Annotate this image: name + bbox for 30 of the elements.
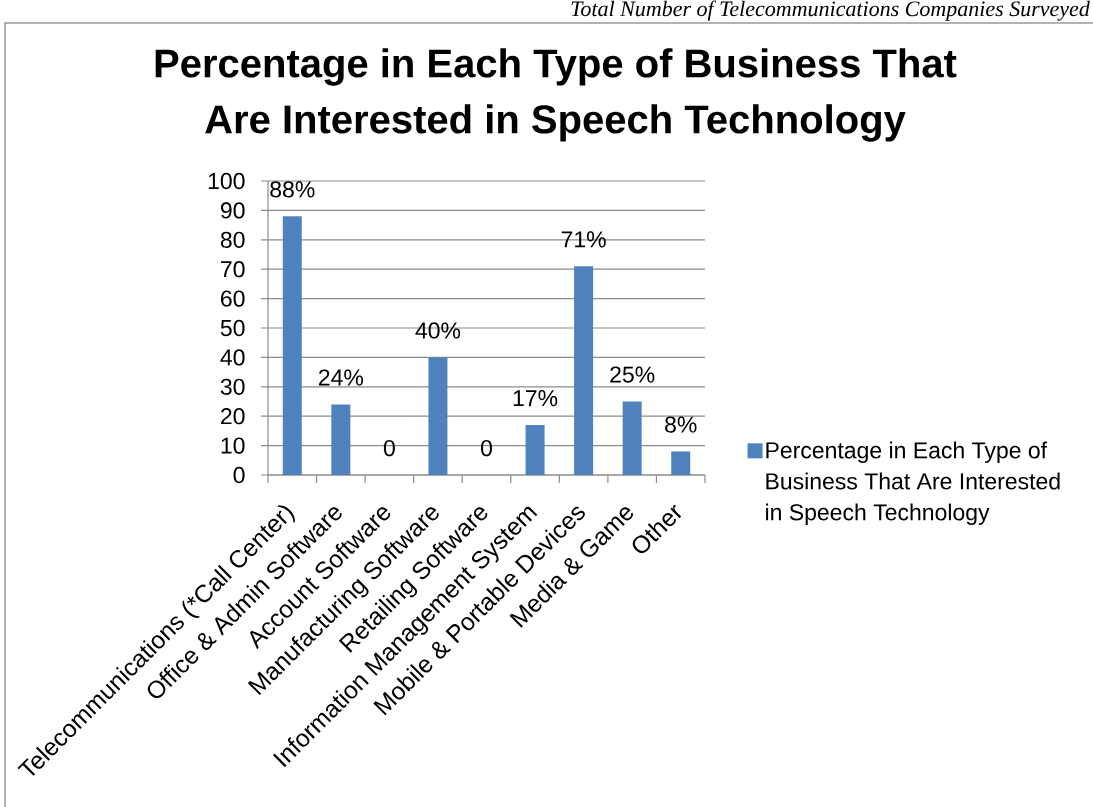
bar xyxy=(331,404,351,475)
y-tick-label: 0 xyxy=(233,466,245,484)
bar xyxy=(574,266,594,475)
data-label: 0 xyxy=(383,439,395,457)
data-label: 17% xyxy=(513,390,558,407)
text: Total Number of Telecommunications Companies Surveyed xyxy=(571,0,1090,21)
data-label: 71% xyxy=(561,231,606,248)
bar xyxy=(282,216,302,475)
y-tick-label: 50 xyxy=(220,319,245,337)
data-label: 25% xyxy=(610,366,655,383)
y-tick-label: 30 xyxy=(220,378,245,395)
data-label: 24% xyxy=(318,369,364,386)
y-tick-label: 20 xyxy=(221,408,245,425)
bar xyxy=(428,357,448,475)
y-tick-label: 90 xyxy=(220,202,245,219)
data-label: 40% xyxy=(415,322,461,339)
data-label: 0 xyxy=(481,439,493,457)
y-tick-label: 70 xyxy=(221,261,245,278)
bar xyxy=(525,425,545,475)
data-label: 8% xyxy=(665,416,697,433)
data-label: 88% xyxy=(270,181,315,198)
y-tick-label: 10 xyxy=(221,437,245,454)
bar xyxy=(671,451,691,475)
y-tick-label: 60 xyxy=(221,290,245,307)
legend-label: Percentage in Each Type of Business That Are Interested in Speech Technology xyxy=(766,441,1060,525)
y-tick-label: 80 xyxy=(220,231,245,248)
bar xyxy=(622,401,642,475)
y-tick-label: 40 xyxy=(220,349,245,366)
chart-title: Percentage in Each Type of Business That Are Interested in Speech Technology xyxy=(155,48,957,142)
y-tick-label: 100 xyxy=(208,172,245,190)
